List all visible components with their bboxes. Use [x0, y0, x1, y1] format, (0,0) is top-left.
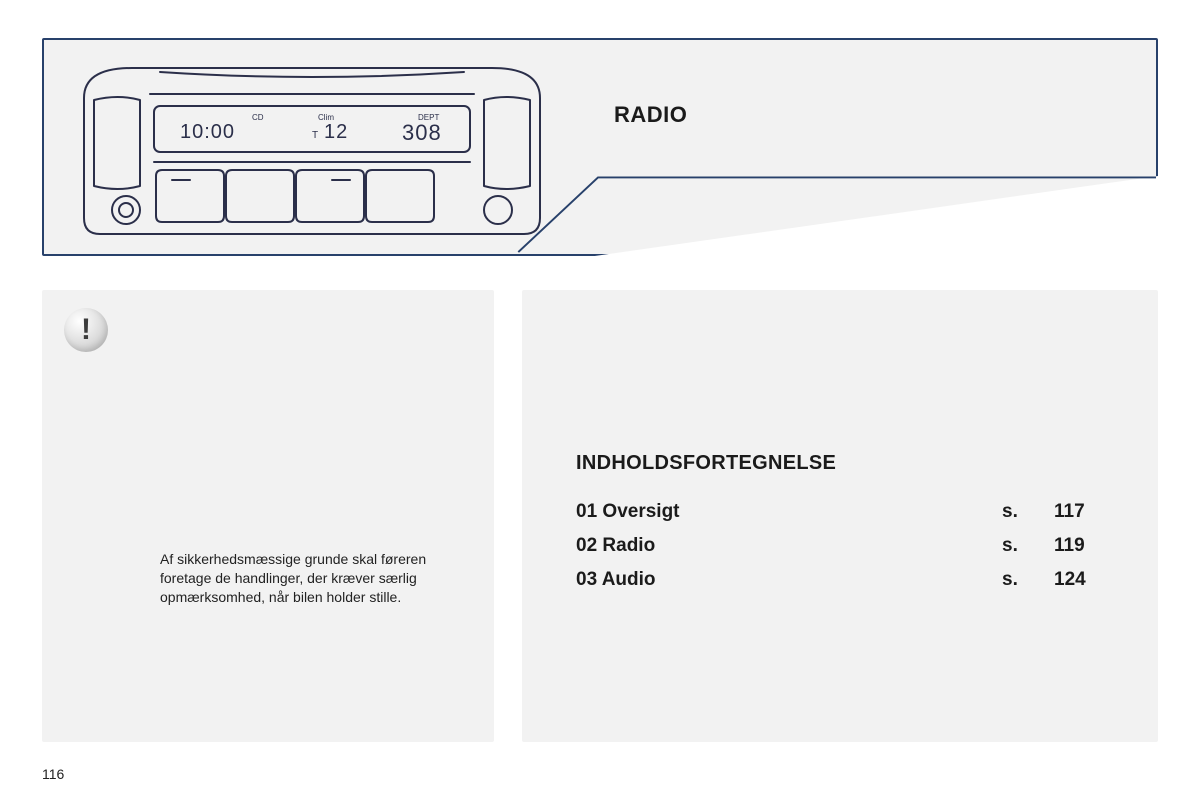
toc-panel: INDHOLDSFORTEGNELSE 01 Oversigt s. 117 0…	[522, 290, 1158, 742]
toc-page-abbrev: s.	[1002, 563, 1054, 597]
toc-row: 03 Audio s. 124	[576, 563, 1104, 597]
display-dept-value: 308	[402, 120, 442, 145]
toc-item-page: 119	[1054, 529, 1104, 563]
toc-item-page: 124	[1054, 563, 1104, 597]
header-title: RADIO	[614, 102, 687, 128]
toc-item-page: 117	[1054, 495, 1104, 529]
warning-panel: ! Af sikkerhedsmæssige grunde skal fører…	[42, 290, 494, 742]
toc-row: 01 Oversigt s. 117	[576, 495, 1104, 529]
toc-item-label: 02 Radio	[576, 529, 1002, 563]
display-temp-value: 12	[324, 121, 348, 143]
radio-unit-illustration: 10:00 CD Clim T 12 DEPT 308	[72, 58, 552, 240]
toc-row: 02 Radio s. 119	[576, 529, 1104, 563]
display-cd-label: CD	[252, 113, 264, 122]
header-panel: 10:00 CD Clim T 12 DEPT 308 RADIO	[42, 38, 1158, 256]
warning-icon: !	[64, 308, 108, 352]
warning-text: Af sikkerhedsmæssige grunde skal føreren…	[160, 550, 480, 607]
toc-item-label: 03 Audio	[576, 563, 1002, 597]
toc-page-abbrev: s.	[1002, 495, 1054, 529]
toc-heading: INDHOLDSFORTEGNELSE	[576, 452, 1104, 475]
display-temp-prefix: T	[312, 130, 318, 141]
toc-page-abbrev: s.	[1002, 529, 1054, 563]
display-time-text: 10:00	[180, 121, 235, 143]
toc-item-label: 01 Oversigt	[576, 495, 1002, 529]
page-number: 116	[42, 766, 64, 782]
